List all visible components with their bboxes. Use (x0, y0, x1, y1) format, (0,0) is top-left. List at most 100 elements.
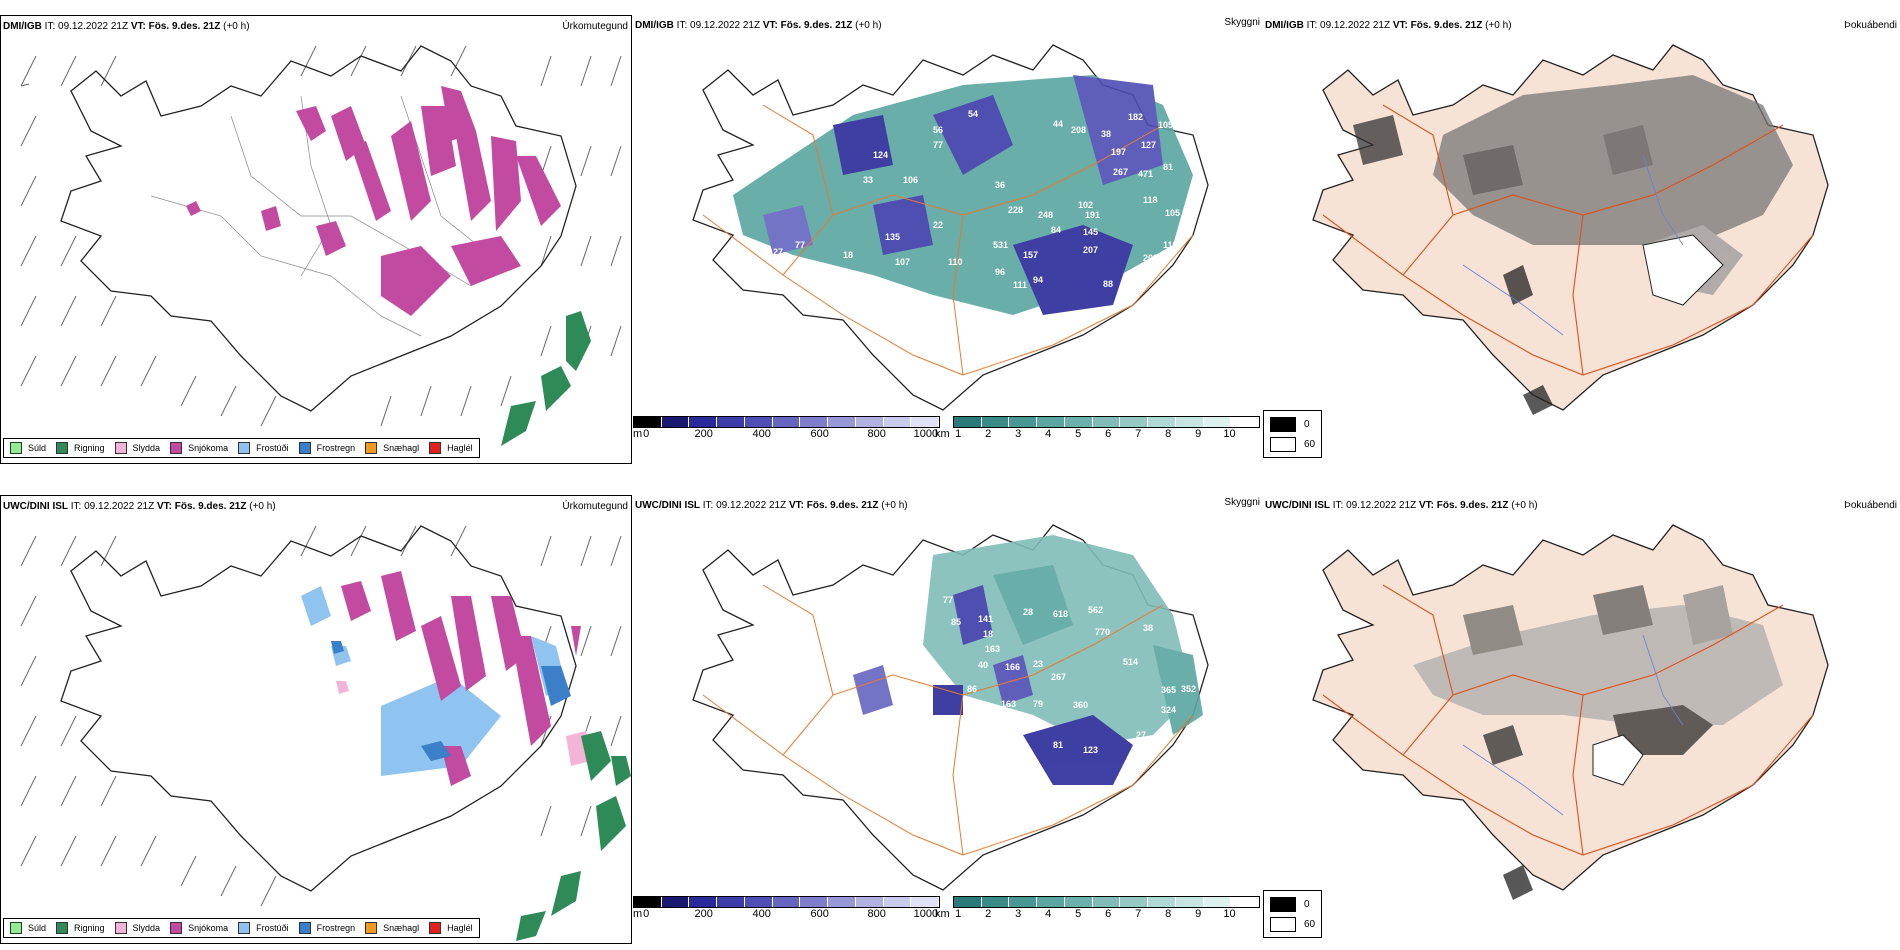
colorbar-segment (634, 417, 662, 427)
cloudbase-label: 135 (885, 232, 900, 242)
panel-title: Skyggni (1224, 497, 1260, 508)
fog-shading (1413, 585, 1783, 900)
cloudbase-label: 197 (1111, 147, 1126, 157)
vt-prefix: VT: (130, 21, 146, 32)
fog-legend-item: 0 (1270, 417, 1310, 432)
it-time: 09.12.2022 21Z (84, 501, 155, 512)
legend-swatch (365, 922, 378, 934)
freezing-rain-areas (331, 641, 571, 761)
legend-item: Rigning (56, 442, 105, 454)
snow-areas (341, 571, 581, 786)
colorbar-segment (883, 417, 912, 427)
cloudbase-label: 28 (1023, 607, 1033, 617)
colorbar-segment (828, 897, 856, 907)
it-time: 09.12.2022 21Z (58, 21, 129, 32)
tick-label: 10 (1223, 908, 1236, 920)
colorbar-segment (1203, 897, 1232, 907)
cloudbase-label: 56 (933, 125, 943, 135)
precip-map-uwc (20, 525, 631, 941)
it-prefix: IT: (1332, 500, 1344, 511)
cloudbase-label: 97 (1018, 745, 1028, 755)
legend-label: Haglél (447, 443, 473, 453)
legend-item: Slydda (114, 922, 161, 934)
tick-label: 2 (985, 908, 992, 920)
cloudbase-ticks: 0 200 400 600 800 1000 (633, 908, 938, 922)
legend-swatch (10, 922, 22, 934)
cloudbase-label: 38 (1101, 129, 1111, 139)
colorbar-segment (883, 897, 912, 907)
it-prefix: IT: (70, 501, 82, 512)
cloudbase-label: 111 (1013, 280, 1027, 290)
cloudbase-label: 145 (1083, 227, 1098, 237)
it-prefix: IT: (44, 21, 56, 32)
colorbar-segment (1231, 417, 1260, 427)
cloudbase-label: 141 (978, 614, 993, 624)
it-time: 09.12.2022 21Z (1346, 500, 1417, 511)
cloudbase-label: 514 (1123, 657, 1138, 667)
cloudbase-label: 471 (1138, 169, 1153, 179)
cloudbase-label: 124 (873, 150, 888, 160)
cloudbase-label: 27 (728, 157, 738, 167)
precip-legend: Súld Rigning Slydda Snjókoma Frostúði Fr… (3, 918, 480, 938)
cloudbase-label: 12 (703, 227, 713, 237)
tick-label: 0 (643, 908, 650, 920)
cloudbase-label: 23 (1033, 659, 1043, 669)
tick-label: 4 (1045, 428, 1052, 440)
tick-label: 1 (955, 428, 962, 440)
precip-type-panel-uwc: UWC/DINI ISL IT: 09.12.2022 21Z VT: Fös.… (0, 495, 632, 944)
vt-prefix: VT: (156, 501, 172, 512)
legend-swatch (429, 922, 442, 934)
cloudbase-label: 77 (933, 857, 943, 867)
cloudbase-label: 102 (943, 725, 958, 735)
colorbar-segment (800, 417, 829, 427)
cloudbase-label: 18 (983, 629, 993, 639)
legend-swatch (114, 442, 127, 454)
visibility-map-uwc: 77 85 141 28 618 562 770 38 18 163 40 16… (692, 524, 1209, 891)
cloudbase-label: 531 (993, 240, 1008, 250)
tick-label: 600 (810, 908, 829, 920)
tick-label: 3 (1015, 908, 1022, 920)
legend-swatch (114, 922, 127, 934)
colorbar-segment (911, 417, 940, 427)
cloudbase-label: 120 (1023, 715, 1038, 725)
tick-label: 8 (1165, 428, 1172, 440)
colorbar-segment (689, 417, 718, 427)
legend-item: Snjókoma (170, 922, 228, 934)
colorbar-segment (634, 897, 662, 907)
cloudbase-label: 110 (1163, 240, 1178, 250)
cloudbase-label: 770 (1095, 627, 1110, 637)
legend-swatch (238, 922, 251, 934)
cloudbase-label: 562 (1088, 605, 1103, 615)
cloudbase-label: 123 (1083, 745, 1098, 755)
cloudbase-label: 18 (843, 250, 853, 260)
fog-legend-item: 60 (1270, 437, 1315, 452)
colorbar-segment (1120, 897, 1149, 907)
cloudbase-label: 208 (1143, 253, 1158, 263)
cloudbase-label: 106 (903, 175, 918, 185)
cloudbase-label: 40 (978, 660, 988, 670)
colorbar-segment (1175, 417, 1204, 427)
colorbar-segment (1120, 417, 1149, 427)
lead-time: (+0 h) (855, 20, 882, 31)
tick-label: 7 (1135, 428, 1142, 440)
cloudbase-labels: 77 85 141 28 618 562 770 38 18 163 40 16… (891, 595, 1196, 867)
legend-swatch (170, 922, 183, 934)
snow-areas (186, 86, 561, 316)
cloudbase-unit: m (633, 428, 643, 440)
tick-label: 400 (752, 428, 771, 440)
cloudbase-label: 105 (1165, 208, 1180, 218)
colorbar-segment (911, 897, 940, 907)
legend-swatch (10, 442, 22, 454)
fog-legend-item: 60 (1270, 917, 1315, 932)
legend-label: Slydda (132, 923, 161, 933)
vt-prefix: VT: (762, 20, 778, 31)
cloudbase-label: 33 (863, 175, 873, 185)
colorbar-segment (954, 897, 982, 907)
visibility-unit: km (935, 908, 950, 920)
lead-time: (+0 h) (1485, 20, 1512, 31)
cloudbase-label: 22 (933, 220, 943, 230)
tick-label: 8 (1165, 908, 1172, 920)
colorbar-segment (1148, 897, 1176, 907)
lead-time: (+0 h) (1511, 500, 1538, 511)
visibility-strip (953, 416, 1260, 428)
